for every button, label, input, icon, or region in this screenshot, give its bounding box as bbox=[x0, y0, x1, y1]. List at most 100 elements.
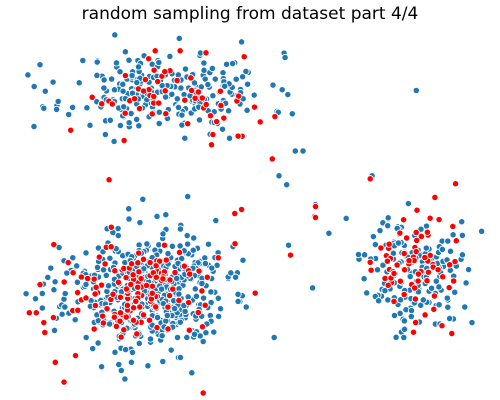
red-point bbox=[175, 248, 184, 257]
blue-point bbox=[128, 71, 136, 80]
red-point bbox=[452, 237, 460, 245]
red-point bbox=[109, 290, 117, 298]
red-point bbox=[390, 297, 398, 306]
red-point bbox=[367, 266, 375, 274]
blue-point bbox=[22, 290, 30, 298]
blue-point bbox=[198, 279, 206, 288]
blue-point bbox=[127, 358, 136, 366]
blue-point bbox=[222, 60, 231, 68]
red-point bbox=[396, 229, 404, 237]
blue-point bbox=[146, 335, 155, 343]
red-point bbox=[202, 100, 210, 109]
blue-point bbox=[477, 227, 486, 235]
red-point bbox=[139, 311, 148, 319]
red-point bbox=[203, 273, 211, 281]
red-point bbox=[112, 322, 121, 331]
red-point bbox=[162, 256, 170, 264]
blue-point bbox=[177, 84, 185, 92]
blue-point bbox=[155, 108, 163, 116]
blue-point bbox=[82, 280, 90, 289]
red-point bbox=[120, 136, 128, 145]
blue-point bbox=[191, 285, 199, 293]
blue-point bbox=[400, 333, 408, 342]
blue-point bbox=[190, 330, 199, 338]
red-point bbox=[122, 313, 130, 321]
blue-point bbox=[214, 294, 222, 302]
red-point bbox=[400, 266, 409, 274]
red-point bbox=[198, 323, 207, 331]
blue-point bbox=[462, 279, 470, 287]
blue-point bbox=[446, 247, 455, 255]
red-point bbox=[73, 288, 82, 297]
red-point bbox=[90, 325, 98, 333]
red-point bbox=[152, 273, 160, 281]
blue-point bbox=[231, 273, 240, 281]
blue-point bbox=[121, 345, 130, 354]
blue-point bbox=[242, 303, 250, 311]
blue-point bbox=[188, 369, 196, 377]
red-point bbox=[139, 87, 148, 95]
blue-point bbox=[101, 130, 110, 139]
red-point bbox=[122, 273, 130, 282]
red-point bbox=[41, 328, 49, 337]
blue-point bbox=[308, 284, 317, 292]
blue-point bbox=[50, 326, 59, 335]
red-point bbox=[142, 281, 151, 290]
red-point bbox=[114, 278, 123, 286]
blue-point bbox=[68, 103, 77, 112]
red-point bbox=[116, 309, 125, 317]
blue-point bbox=[371, 240, 380, 249]
red-point bbox=[402, 234, 411, 242]
red-point bbox=[256, 118, 264, 126]
red-point bbox=[165, 291, 174, 300]
blue-point bbox=[155, 119, 163, 128]
red-point bbox=[166, 276, 174, 284]
red-point bbox=[159, 275, 167, 283]
red-point bbox=[195, 267, 203, 275]
blue-point bbox=[128, 348, 137, 357]
blue-point bbox=[183, 240, 192, 248]
red-point bbox=[82, 294, 90, 302]
blue-point bbox=[71, 316, 79, 324]
red-point bbox=[60, 278, 68, 286]
red-point bbox=[411, 284, 419, 292]
red-point bbox=[152, 303, 160, 311]
blue-point bbox=[51, 278, 59, 286]
blue-point bbox=[435, 283, 443, 291]
red-point bbox=[176, 47, 184, 55]
blue-point bbox=[69, 254, 77, 262]
blue-point bbox=[379, 261, 387, 269]
blue-point bbox=[278, 86, 286, 94]
blue-point bbox=[407, 312, 415, 321]
blue-point bbox=[227, 269, 235, 277]
red-point bbox=[105, 176, 113, 184]
red-point bbox=[98, 312, 107, 320]
blue-point bbox=[443, 294, 451, 302]
blue-point bbox=[134, 63, 143, 71]
blue-point bbox=[228, 59, 237, 68]
blue-point bbox=[102, 271, 110, 280]
blue-point bbox=[93, 71, 101, 80]
blue-point bbox=[159, 357, 167, 366]
red-point bbox=[198, 287, 206, 295]
blue-point bbox=[111, 348, 119, 356]
blue-point bbox=[139, 195, 147, 203]
blue-point bbox=[369, 232, 378, 241]
red-point bbox=[146, 258, 154, 267]
blue-point bbox=[400, 325, 409, 333]
red-point bbox=[148, 289, 156, 297]
blue-point bbox=[167, 346, 175, 354]
red-point bbox=[135, 104, 144, 113]
blue-point bbox=[384, 214, 392, 222]
red-point bbox=[187, 74, 195, 82]
red-point bbox=[50, 240, 58, 249]
blue-point bbox=[175, 290, 183, 298]
blue-point bbox=[65, 110, 73, 119]
blue-point bbox=[41, 87, 49, 95]
blue-point bbox=[394, 239, 403, 247]
blue-point bbox=[458, 251, 467, 259]
red-point bbox=[64, 258, 72, 267]
red-point bbox=[121, 109, 129, 117]
red-point bbox=[434, 266, 442, 274]
